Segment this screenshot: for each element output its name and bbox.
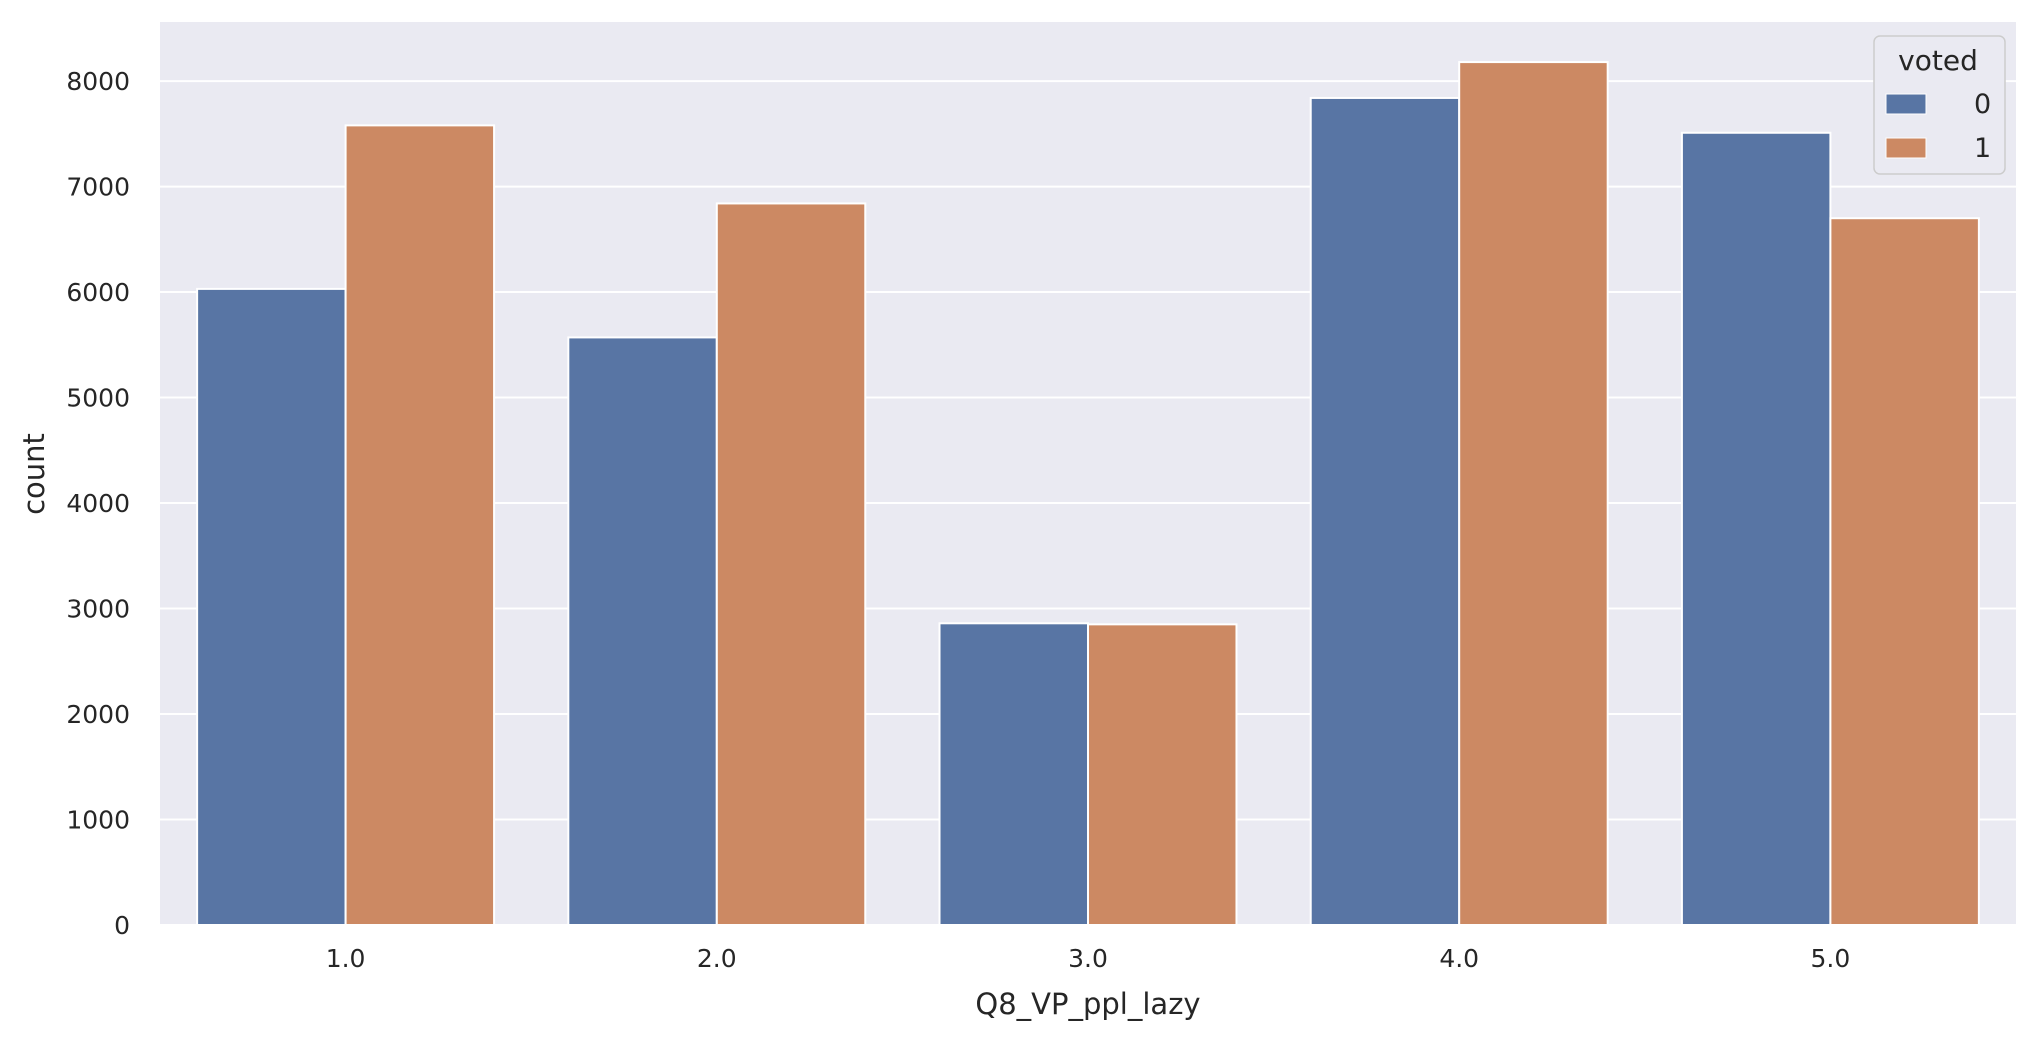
- bar-series-0-2-0: [567, 336, 718, 926]
- y-tick-label: 3000: [66, 595, 130, 624]
- x-tick-label: 2.0: [697, 944, 737, 973]
- x-tick-labels: 1.0 2.0 3.0 4.0 5.0: [326, 944, 1851, 973]
- x-axis-label: Q8_VP_ppl_lazy: [975, 987, 1200, 1021]
- y-tick-label: 5000: [66, 384, 130, 413]
- bar-series-0-4-0: [1309, 96, 1461, 927]
- x-tick-label: 1.0: [326, 944, 366, 973]
- y-tick-label: 7000: [66, 173, 130, 202]
- bar-series-1-4-0: [1458, 61, 1609, 927]
- bar-series-0-1-0: [196, 287, 347, 926]
- bars: [196, 61, 1980, 927]
- y-tick-label: 4000: [66, 489, 130, 518]
- y-tick-labels: 0 1000 2000 3000 4000 5000 6000 7000 8000: [66, 67, 130, 940]
- bar-series-0-5-0: [1680, 131, 1832, 926]
- y-axis-label: count: [17, 433, 51, 515]
- x-tick-label: 3.0: [1068, 944, 1108, 973]
- legend-label-0: 0: [1974, 89, 1991, 120]
- y-tick-label: 0: [114, 911, 130, 940]
- legend-swatch-0: [1885, 93, 1927, 115]
- legend-swatch-1: [1885, 137, 1927, 159]
- bar-series-1-3-0: [1087, 623, 1238, 926]
- bar-series-1-5-0: [1829, 217, 1980, 926]
- x-tick-label: 5.0: [1811, 944, 1851, 973]
- y-tick-label: 6000: [66, 278, 130, 307]
- bar-series-0-3-0: [938, 622, 1090, 927]
- bar-series-1-2-0: [715, 202, 867, 927]
- y-tick-label: 2000: [66, 700, 130, 729]
- y-tick-label: 8000: [66, 67, 130, 96]
- bar-series-1-1-0: [344, 124, 496, 926]
- y-tick-label: 1000: [66, 806, 130, 835]
- legend-label-1: 1: [1974, 133, 1991, 164]
- x-tick-label: 4.0: [1439, 944, 1479, 973]
- legend: voted 0 1: [1873, 35, 2006, 175]
- legend-title: voted: [1898, 44, 1978, 77]
